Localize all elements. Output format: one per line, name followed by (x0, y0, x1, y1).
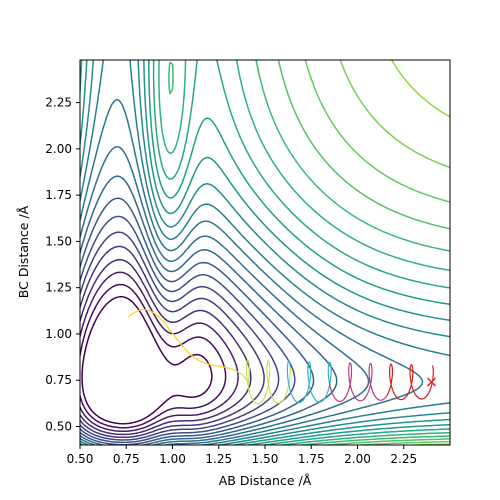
contour-level-line (339, 60, 450, 445)
y-axis-ticks: 0.50 0.75 1.00 1.25 1.50 1.75 2.00 2.25 (45, 96, 80, 433)
contour-level-line (80, 145, 370, 445)
y-tick-label: 0.50 (45, 419, 72, 433)
contour-level-line (80, 283, 227, 429)
trajectory-path (127, 309, 434, 405)
trajectory-segment (127, 309, 233, 370)
x-tick-label: 1.00 (159, 452, 186, 466)
y-tick-label: 1.00 (45, 327, 72, 341)
trajectory-segment (232, 359, 291, 405)
contour-level-line (80, 258, 252, 436)
y-tick-label: 2.25 (45, 96, 72, 110)
x-tick-label: 0.50 (67, 452, 94, 466)
contour-level-line (80, 231, 280, 441)
y-tick-label: 2.00 (45, 142, 72, 156)
trajectory-segment (386, 363, 434, 401)
x-tick-label: 2.25 (390, 452, 417, 466)
trajectory-segment (328, 362, 388, 402)
y-tick-label: 1.25 (45, 281, 72, 295)
contour-level-line (80, 271, 239, 433)
x-tick-label: 1.25 (205, 452, 232, 466)
y-tick-label: 0.75 (45, 373, 72, 387)
contour-level-line (81, 295, 213, 425)
contour-level-line (80, 197, 315, 445)
x-axis-label: AB Distance /Å (219, 473, 312, 488)
y-axis-label: BC Distance /Å (16, 205, 31, 298)
end-marker (426, 377, 437, 387)
y-tick-label: 1.75 (45, 188, 72, 202)
x-axis-ticks: 0.50 0.75 1.00 1.25 1.50 1.75 2.00 2.25 (67, 445, 417, 466)
contour-lines (80, 60, 450, 445)
x-tick-label: 1.50 (252, 452, 279, 466)
contour-level-line (80, 245, 265, 439)
end-marker-stroke (426, 377, 437, 387)
x-tick-label: 0.75 (113, 452, 140, 466)
contour-level-line (390, 60, 450, 118)
y-tick-label: 1.50 (45, 234, 72, 248)
trajectory-segment (286, 360, 332, 404)
x-tick-label: 2.00 (344, 452, 371, 466)
contour-level-line (80, 60, 450, 445)
contour-level-line (80, 175, 338, 445)
x-tick-label: 1.75 (298, 452, 325, 466)
contour-level-line (80, 98, 424, 445)
